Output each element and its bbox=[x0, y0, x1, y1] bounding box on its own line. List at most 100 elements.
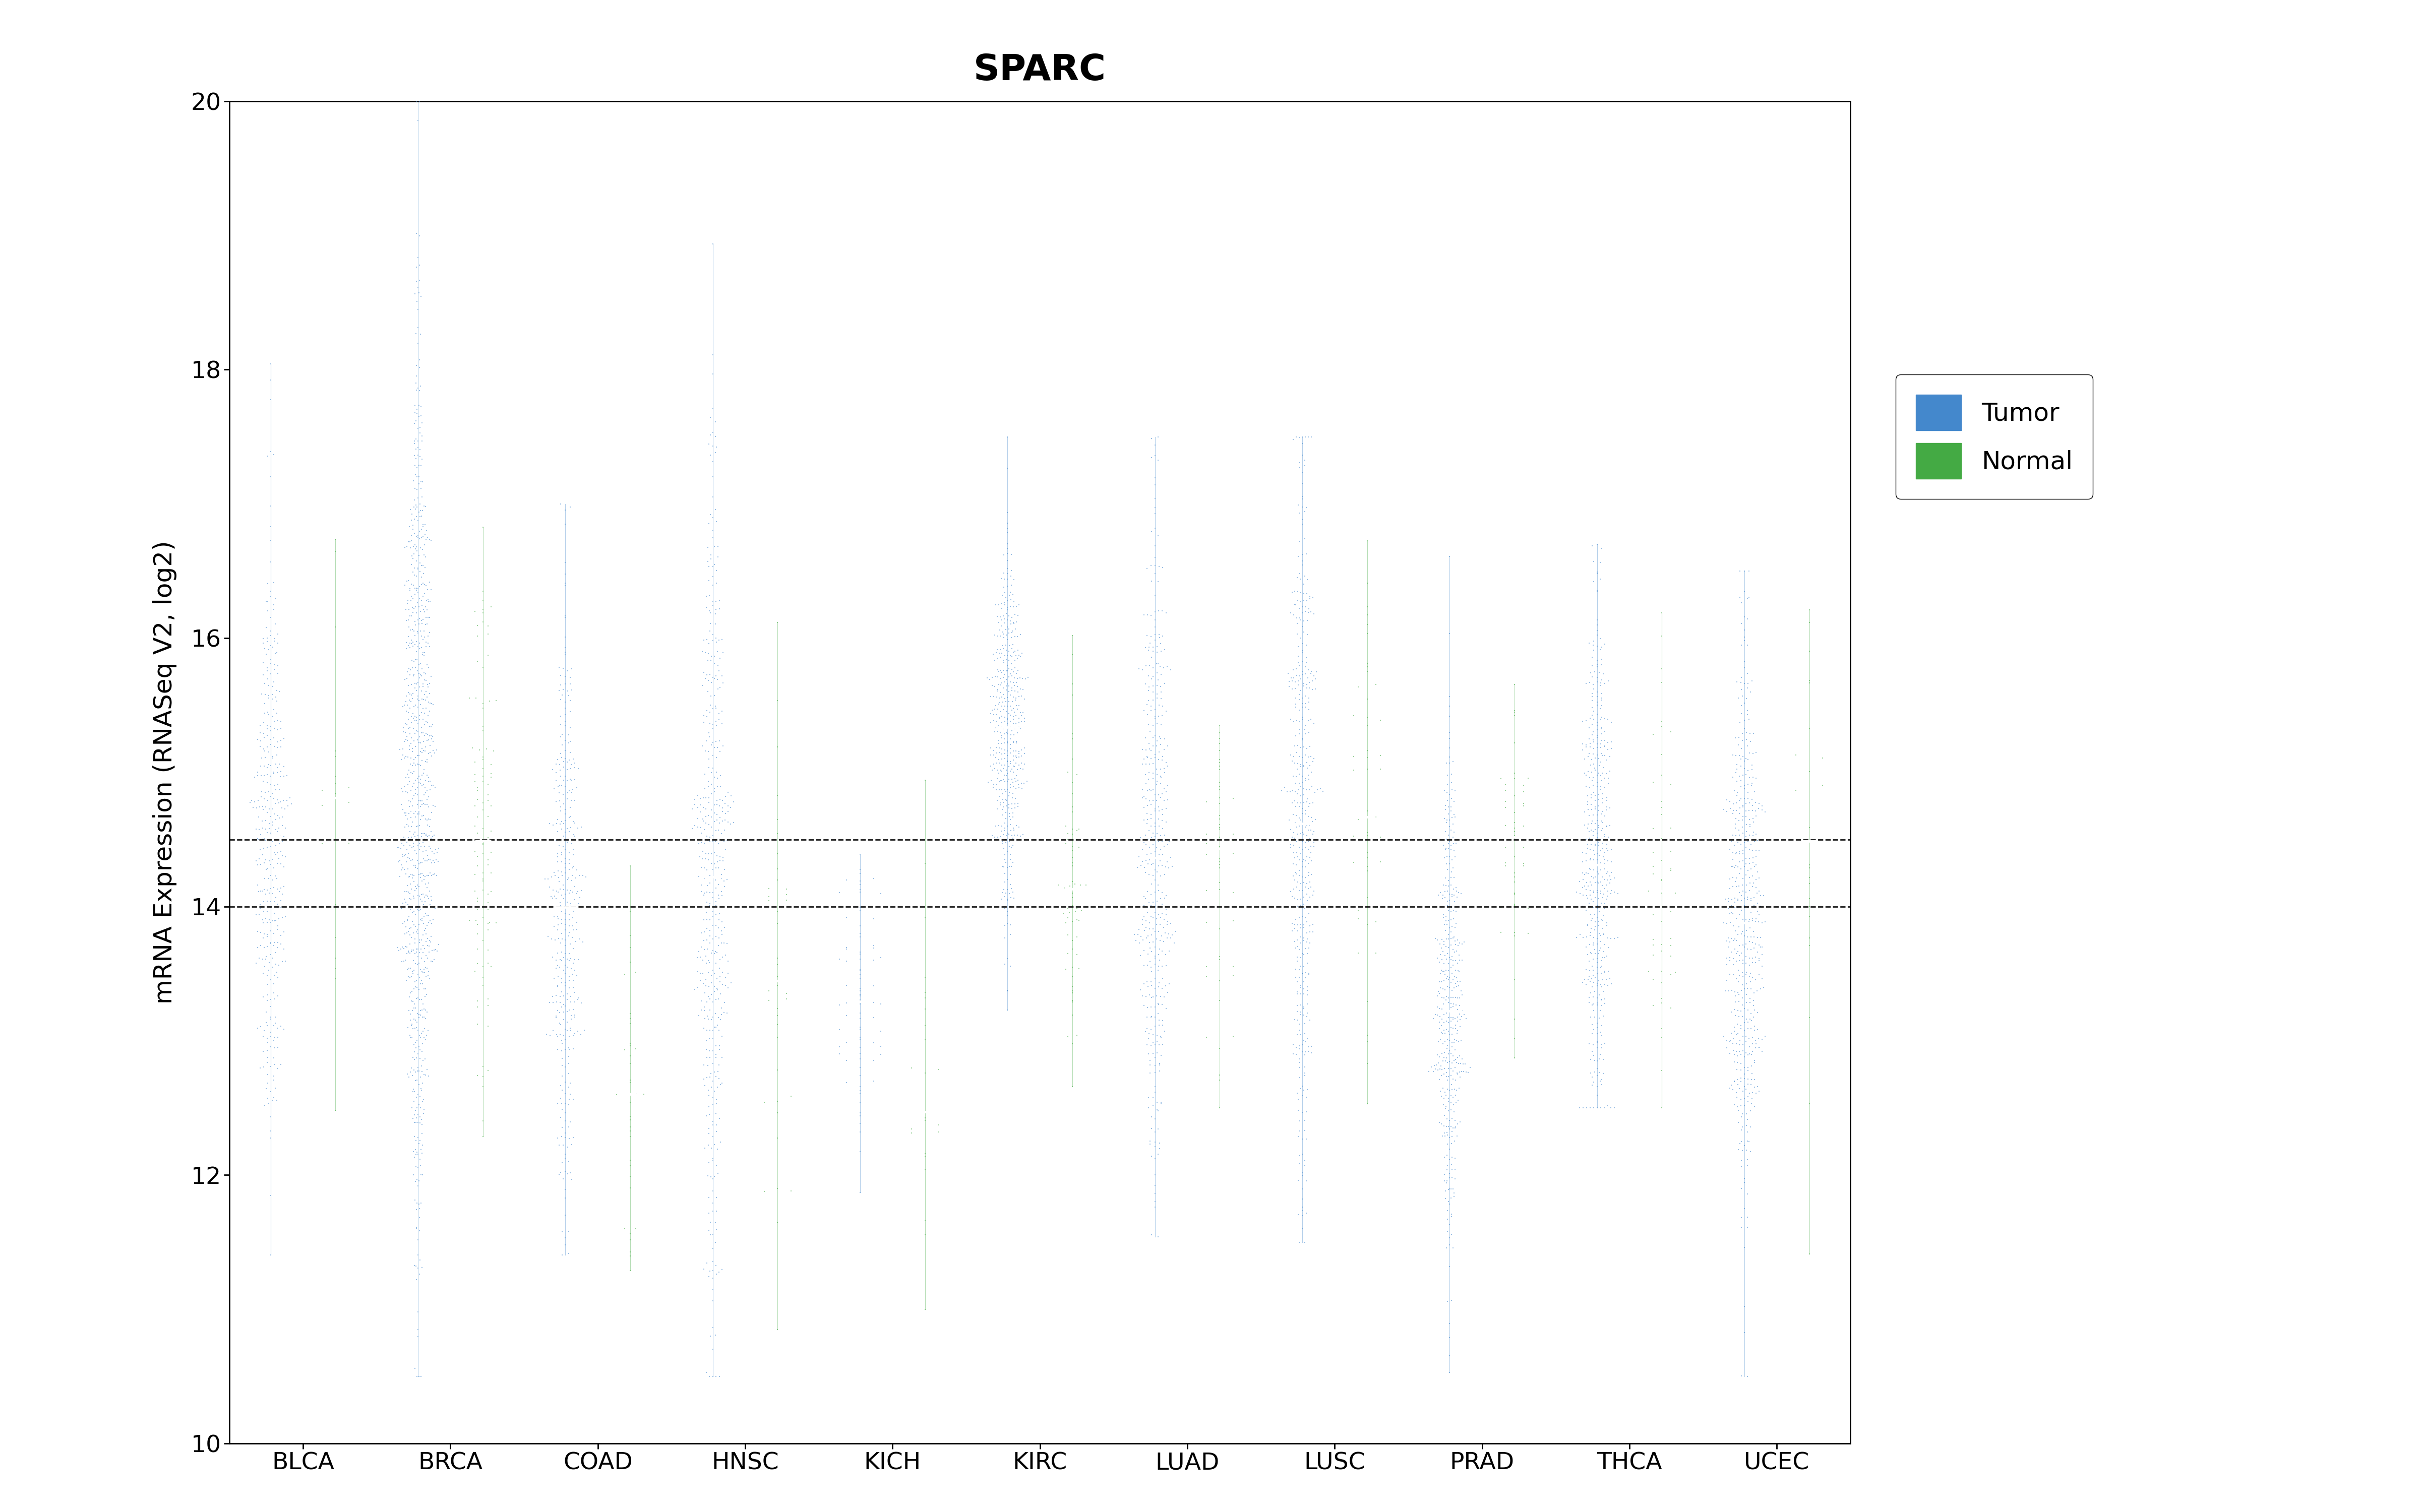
Point bbox=[1142, 1092, 1181, 1116]
Point bbox=[542, 745, 581, 770]
Point bbox=[411, 851, 450, 875]
Point bbox=[1275, 789, 1314, 813]
Point bbox=[399, 862, 438, 886]
Point bbox=[402, 889, 440, 913]
Point bbox=[411, 909, 450, 933]
Point bbox=[254, 856, 293, 880]
Point bbox=[390, 569, 428, 593]
Point bbox=[1125, 807, 1164, 832]
Point bbox=[399, 696, 438, 720]
Point bbox=[559, 986, 598, 1010]
Point bbox=[407, 635, 445, 659]
Point bbox=[407, 1046, 445, 1070]
Point bbox=[690, 641, 728, 665]
Point bbox=[1285, 599, 1324, 623]
Point bbox=[1583, 1036, 1621, 1060]
Point bbox=[1285, 499, 1324, 523]
Point bbox=[1133, 813, 1171, 838]
Point bbox=[1133, 969, 1171, 993]
Point bbox=[1585, 735, 1624, 759]
Point bbox=[987, 638, 1026, 662]
Point bbox=[1275, 965, 1314, 989]
Point bbox=[1285, 830, 1324, 854]
Point bbox=[1145, 727, 1183, 751]
Point bbox=[1435, 1048, 1474, 1072]
Point bbox=[1725, 830, 1764, 854]
Point bbox=[399, 753, 438, 777]
Point bbox=[757, 1004, 796, 1028]
Point bbox=[409, 824, 448, 848]
Point bbox=[261, 875, 300, 900]
Point bbox=[390, 956, 428, 980]
Point bbox=[987, 748, 1026, 773]
Point bbox=[1280, 1066, 1319, 1090]
Point bbox=[254, 761, 293, 785]
Point bbox=[1580, 827, 1619, 851]
Point bbox=[1270, 780, 1309, 804]
Point bbox=[757, 953, 796, 977]
Point bbox=[1437, 912, 1476, 936]
Point bbox=[1290, 901, 1329, 925]
Point bbox=[1568, 913, 1607, 937]
Point bbox=[1285, 1022, 1324, 1046]
Point bbox=[1428, 1046, 1467, 1070]
Point bbox=[687, 891, 726, 915]
Point bbox=[1430, 782, 1469, 806]
Point bbox=[404, 957, 443, 981]
Point bbox=[1433, 1009, 1471, 1033]
Point bbox=[707, 974, 745, 998]
Point bbox=[1728, 1016, 1767, 1040]
Point bbox=[394, 989, 433, 1013]
Point bbox=[1433, 1119, 1471, 1143]
Point bbox=[547, 664, 586, 688]
Point bbox=[1580, 567, 1619, 591]
Point bbox=[1430, 1213, 1469, 1237]
Point bbox=[385, 774, 424, 798]
Point bbox=[840, 947, 878, 971]
Point bbox=[249, 788, 288, 812]
Point bbox=[1435, 789, 1474, 813]
Point bbox=[394, 729, 433, 753]
Point bbox=[1588, 968, 1626, 992]
Point bbox=[390, 794, 428, 818]
Point bbox=[697, 829, 736, 853]
Point bbox=[1295, 830, 1333, 854]
Point bbox=[987, 653, 1026, 677]
Point bbox=[557, 866, 595, 891]
Point bbox=[259, 730, 298, 754]
Point bbox=[1740, 883, 1779, 907]
Point bbox=[404, 783, 443, 807]
Point bbox=[1578, 702, 1617, 726]
Point bbox=[1430, 1361, 1469, 1385]
Point bbox=[1133, 635, 1171, 659]
Point bbox=[1004, 686, 1043, 711]
Point bbox=[1435, 1099, 1474, 1123]
Point bbox=[397, 364, 436, 389]
Point bbox=[1435, 1184, 1474, 1208]
Point bbox=[1437, 966, 1476, 990]
Point bbox=[1430, 1090, 1469, 1114]
Point bbox=[252, 714, 290, 738]
Point bbox=[407, 889, 445, 913]
Point bbox=[252, 634, 290, 658]
Point bbox=[1711, 789, 1750, 813]
Point bbox=[252, 1126, 290, 1151]
Point bbox=[1135, 839, 1174, 863]
Point bbox=[1270, 665, 1309, 689]
Point bbox=[970, 702, 1009, 726]
Point bbox=[1142, 829, 1181, 853]
Point bbox=[397, 745, 436, 770]
Point bbox=[985, 658, 1024, 682]
Point bbox=[1578, 742, 1617, 767]
Point bbox=[1585, 857, 1624, 881]
Point bbox=[1125, 939, 1164, 963]
Point bbox=[1348, 714, 1387, 738]
Point bbox=[1283, 764, 1321, 788]
Point bbox=[1275, 676, 1314, 700]
Point bbox=[1740, 1036, 1779, 1060]
Point bbox=[687, 810, 726, 835]
Point bbox=[1425, 797, 1464, 821]
Point bbox=[402, 794, 440, 818]
Point bbox=[1287, 650, 1326, 674]
Point bbox=[542, 842, 581, 866]
